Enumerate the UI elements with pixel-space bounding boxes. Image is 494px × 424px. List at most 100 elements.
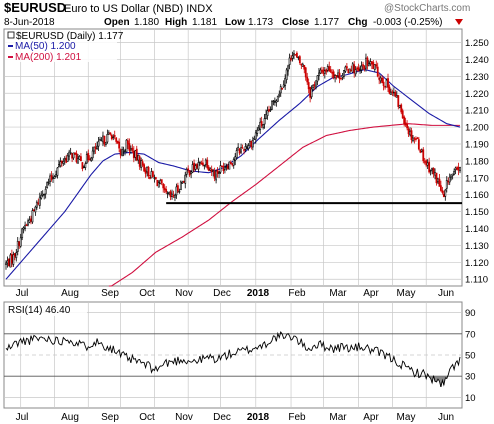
candle-body — [278, 93, 281, 96]
candle-body — [444, 189, 447, 197]
candle-body — [201, 162, 204, 166]
candle-body — [38, 196, 41, 206]
candle-body — [303, 65, 306, 70]
candle-body — [453, 170, 456, 175]
candle-body — [297, 56, 300, 59]
candle-body — [134, 150, 137, 158]
candle-body — [384, 85, 386, 88]
candle-body — [388, 86, 391, 94]
legend-main: $EURUSD (Daily) 1.177 — [16, 31, 124, 42]
candle-body — [225, 166, 228, 168]
candle-body — [103, 135, 106, 145]
candle-body — [368, 63, 370, 66]
time-tick-label: 2018 — [247, 412, 270, 423]
candle-body — [387, 78, 389, 88]
candle-body — [251, 140, 254, 148]
candle-body — [288, 57, 291, 65]
candle-body — [262, 124, 265, 128]
candle-body — [154, 177, 157, 180]
candle-body — [157, 182, 160, 188]
time-tick-label: Aug — [61, 412, 79, 423]
candle-body — [109, 132, 112, 135]
candle-body — [338, 72, 341, 79]
candle-body — [307, 82, 310, 90]
candle-body — [181, 181, 184, 184]
candle-body — [266, 110, 269, 116]
candle-body — [232, 159, 235, 166]
candle-body — [150, 171, 153, 179]
candle-body — [370, 61, 373, 65]
candle-body — [156, 179, 159, 187]
time-tick-label: Mar — [329, 288, 347, 299]
candle-body — [325, 69, 328, 72]
time-tick-label: Feb — [288, 288, 306, 299]
candle-body — [184, 174, 187, 184]
candle-body — [244, 146, 247, 150]
candle-body — [331, 71, 334, 74]
candle-body — [163, 187, 166, 191]
candle-body — [454, 167, 457, 171]
candle-body — [271, 100, 273, 110]
price-axis: 1.110 1.120 1.130 1.140 1.150 1.160 1.170 1.180… — [465, 38, 489, 286]
candle-body — [221, 165, 223, 167]
candle-body — [410, 130, 413, 141]
candle-body — [281, 87, 284, 90]
time-tick-label: Oct — [139, 288, 155, 299]
rsi-tick-label: 90 — [465, 308, 476, 319]
ma200-line — [108, 123, 460, 287]
time-tick-label: Nov — [175, 412, 193, 423]
price-tick-label: 1.230 — [465, 72, 489, 83]
candle-body — [131, 147, 134, 151]
candle-body — [381, 77, 384, 83]
price-tick-label: 1.160 — [465, 190, 489, 201]
candle-body — [356, 67, 359, 70]
candle-body — [422, 149, 425, 162]
candle-body — [93, 146, 96, 152]
price-tick-label: 1.140 — [465, 224, 489, 235]
candle-body — [426, 162, 429, 166]
rsi-tick-label: 50 — [465, 351, 476, 362]
candle-body — [312, 84, 314, 89]
candle-body — [306, 76, 309, 83]
candle-body — [360, 65, 363, 71]
candle-body — [204, 159, 207, 165]
candle-body — [428, 161, 431, 173]
candle-body — [263, 118, 266, 125]
candle-body — [88, 158, 91, 161]
candle-body — [451, 173, 454, 176]
candle-body — [254, 132, 257, 140]
candle-body — [259, 121, 262, 130]
legend-box — [5, 30, 117, 62]
candle-body — [420, 149, 423, 152]
candle-body — [10, 254, 13, 264]
candle-body — [298, 56, 301, 64]
candle-body — [353, 64, 356, 73]
candle-body — [46, 182, 49, 188]
time-tick-label: Aug — [61, 288, 79, 299]
candle-body — [124, 150, 126, 152]
candle-body — [431, 168, 433, 170]
candle-body — [105, 142, 107, 145]
candle-body — [235, 150, 238, 158]
legend-ma200: MA(200) 1.201 — [15, 52, 82, 63]
candle-body — [301, 63, 304, 67]
candle-body — [21, 228, 24, 239]
candle-body — [165, 189, 168, 193]
candle-body — [250, 141, 253, 147]
candle-body — [313, 84, 316, 87]
candle-body — [24, 224, 27, 229]
candle-body — [326, 66, 329, 71]
candle-body — [77, 158, 79, 164]
candle-body — [294, 54, 297, 56]
candlestick-series — [5, 50, 461, 270]
candle-body — [459, 166, 461, 172]
candle-body — [185, 169, 188, 175]
candle-body — [100, 139, 103, 142]
candle-body — [412, 137, 414, 142]
candle-body — [357, 67, 360, 72]
time-tick-label: May — [397, 412, 416, 423]
candle-body — [213, 171, 216, 179]
candle-body — [238, 148, 241, 154]
candle-body — [439, 185, 442, 191]
